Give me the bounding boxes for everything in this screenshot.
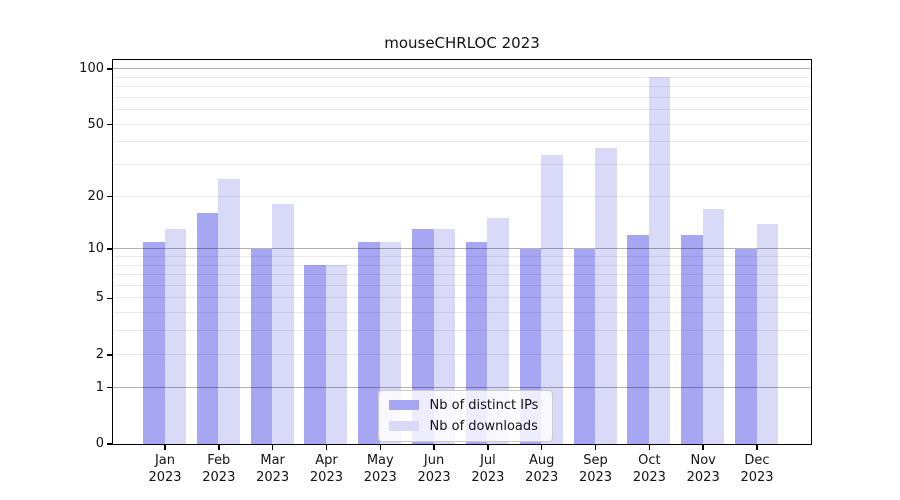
bar-downloads-nov-2023 bbox=[702, 208, 725, 444]
xtick-mark-dec-2023 bbox=[756, 445, 758, 450]
bar-downloads-jul-2023 bbox=[487, 218, 509, 444]
xtick-label-jun-2023: Jun 2023 bbox=[417, 453, 451, 485]
bar-ips-sep-2023 bbox=[573, 248, 596, 444]
xtick-label-mar-2023: Mar 2023 bbox=[256, 453, 290, 485]
xtick-label-oct-2023: Oct 2023 bbox=[632, 453, 666, 485]
ytick-mark-5 bbox=[107, 297, 112, 300]
ytick-label-0: 0 bbox=[95, 436, 104, 451]
ytick-label-1: 1 bbox=[95, 379, 104, 395]
ytick-mark-10 bbox=[107, 248, 112, 250]
bar-ips-nov-2023 bbox=[681, 235, 703, 444]
xtick-mark-sep-2023 bbox=[594, 445, 597, 450]
xtick-mark-jul-2023 bbox=[487, 445, 489, 450]
ytick-mark-20 bbox=[107, 195, 112, 198]
legend-swatch-distinct-ips bbox=[388, 400, 419, 410]
y-axis: 0 1 2 5 10 20 50 100 bbox=[0, 60, 112, 451]
xtick-label-aug-2023: Aug 2023 bbox=[525, 453, 559, 485]
ytick-label-100: 100 bbox=[79, 61, 104, 77]
legend-item-distinct-ips: Nb of distinct IPs bbox=[388, 397, 539, 413]
bar-downloads-apr-2023 bbox=[325, 265, 348, 444]
bar-downloads-dec-2023 bbox=[756, 223, 778, 444]
bars-layer bbox=[113, 60, 811, 444]
bar-ips-dec-2023 bbox=[735, 248, 757, 444]
xtick-label-jul-2023: Jul 2023 bbox=[471, 453, 505, 485]
legend-item-downloads: Nb of downloads bbox=[388, 418, 539, 434]
legend-label-distinct-ips: Nb of distinct IPs bbox=[429, 397, 539, 413]
ytick-label-50: 50 bbox=[87, 116, 104, 132]
xtick-label-sep-2023: Sep 2023 bbox=[578, 453, 613, 485]
xtick-label-feb-2023: Feb 2023 bbox=[202, 453, 236, 485]
bar-ips-apr-2023 bbox=[304, 265, 326, 444]
xtick-mark-mar-2023 bbox=[271, 445, 274, 450]
ytick-mark-0 bbox=[107, 443, 112, 445]
chart-title: mouseCHRLOC 2023 bbox=[384, 34, 540, 52]
bar-downloads-sep-2023 bbox=[595, 148, 617, 444]
xtick-label-jan-2023: Jan 2023 bbox=[148, 453, 182, 485]
xtick-mark-feb-2023 bbox=[218, 445, 220, 450]
bar-ips-mar-2023 bbox=[250, 248, 273, 444]
xtick-label-dec-2023: Dec 2023 bbox=[740, 453, 774, 485]
ytick-mark-100 bbox=[107, 68, 112, 70]
ytick-mark-1 bbox=[107, 386, 112, 389]
xtick-mark-nov-2023 bbox=[702, 445, 704, 450]
xtick-mark-may-2023 bbox=[379, 445, 382, 450]
bar-downloads-mar-2023 bbox=[272, 204, 294, 444]
bar-downloads-aug-2023 bbox=[541, 154, 563, 444]
xtick-mark-jan-2023 bbox=[164, 445, 166, 450]
ytick-mark-2 bbox=[107, 354, 112, 356]
xtick-mark-oct-2023 bbox=[648, 445, 651, 450]
xtick-label-apr-2023: Apr 2023 bbox=[309, 453, 343, 485]
x-axis: Jan 2023 Feb 2023 Mar 2023 Apr 2023 May 2023 Jun 20… bbox=[113, 444, 811, 500]
bar-downloads-jan-2023 bbox=[164, 229, 186, 444]
xtick-mark-apr-2023 bbox=[325, 445, 328, 450]
ytick-label-20: 20 bbox=[87, 188, 104, 204]
bar-downloads-feb-2023 bbox=[218, 178, 240, 444]
ytick-label-5: 5 bbox=[95, 290, 104, 306]
bar-ips-oct-2023 bbox=[627, 235, 649, 444]
xtick-mark-jun-2023 bbox=[433, 445, 435, 450]
ytick-label-2: 2 bbox=[95, 346, 104, 362]
bar-ips-may-2023 bbox=[358, 241, 380, 444]
ytick-mark-50 bbox=[107, 123, 112, 126]
bar-ips-feb-2023 bbox=[196, 213, 219, 444]
legend: Nb of distinct IPs Nb of downloads bbox=[377, 389, 554, 442]
bar-downloads-oct-2023 bbox=[648, 77, 671, 444]
xtick-label-may-2023: May 2023 bbox=[363, 453, 397, 485]
legend-label-downloads: Nb of downloads bbox=[429, 418, 538, 434]
ytick-label-10: 10 bbox=[87, 241, 104, 257]
legend-swatch-downloads bbox=[388, 421, 419, 431]
xtick-label-nov-2023: Nov 2023 bbox=[686, 453, 720, 485]
plot-area: Nb of distinct IPs Nb of downloads bbox=[111, 58, 812, 445]
bar-ips-jan-2023 bbox=[143, 241, 165, 444]
xtick-mark-aug-2023 bbox=[540, 445, 543, 450]
